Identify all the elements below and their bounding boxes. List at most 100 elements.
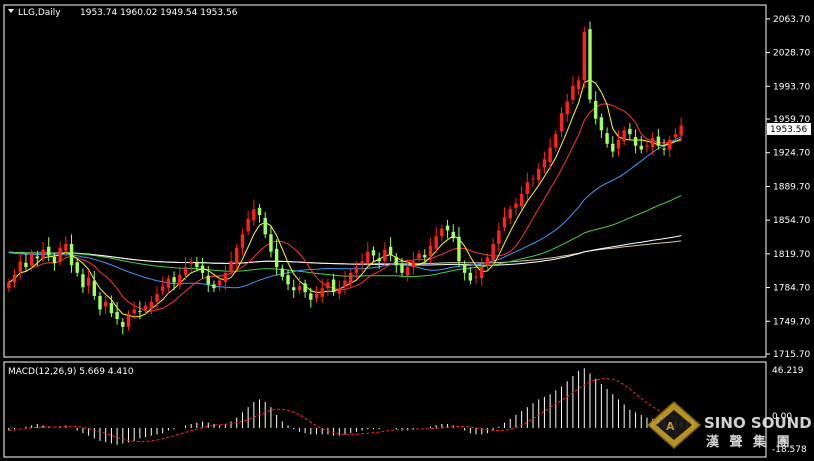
candle-body bbox=[462, 264, 467, 273]
macd-plot-area[interactable] bbox=[3, 361, 767, 458]
price-tick-label: 1749.70 bbox=[773, 317, 810, 327]
price-axis: 2063.70 2028.70 1993.70 1959.70 1924.70 1889.… bbox=[766, 15, 810, 360]
candle-body bbox=[109, 303, 114, 314]
candle-body bbox=[286, 275, 290, 285]
candle-body bbox=[588, 29, 592, 100]
candle-body bbox=[229, 261, 233, 272]
price-tick-label: 1715.70 bbox=[773, 350, 810, 360]
candle-body bbox=[565, 101, 569, 115]
candle-body bbox=[451, 231, 455, 239]
candle-body bbox=[428, 245, 433, 256]
watermark-brand: SINO SOUND bbox=[704, 414, 812, 432]
candle-body bbox=[98, 295, 102, 310]
candle-body bbox=[377, 258, 381, 262]
candle-body bbox=[18, 261, 22, 272]
candle-body bbox=[417, 253, 421, 259]
candle-body bbox=[24, 262, 28, 268]
candle-body bbox=[86, 277, 91, 286]
macd-indicator-label: MACD(12,26,9) 5.669 4.410 bbox=[8, 367, 134, 377]
ma-30-line bbox=[8, 136, 682, 289]
triangle-down-icon[interactable] bbox=[8, 9, 14, 13]
candle-body bbox=[405, 267, 410, 276]
macd-top-value: 46.219 bbox=[772, 366, 804, 376]
candle-body bbox=[348, 272, 353, 284]
price-tick-label: 1784.70 bbox=[773, 284, 810, 294]
candle-body bbox=[502, 216, 507, 228]
candle-body bbox=[331, 279, 336, 293]
candle-body bbox=[548, 147, 552, 163]
sino-sound-logo: A SINO SOUND 漢 聲 集 團 bbox=[646, 400, 812, 450]
candle-body bbox=[217, 280, 222, 286]
candle-body bbox=[41, 249, 45, 259]
candle-body bbox=[582, 32, 587, 81]
candle-body bbox=[235, 247, 239, 265]
candle-body bbox=[115, 311, 119, 320]
candle-body bbox=[576, 80, 581, 89]
candle-body bbox=[206, 275, 210, 285]
candle-body bbox=[480, 267, 484, 279]
macd-signal-line bbox=[8, 378, 693, 443]
candle-body bbox=[394, 256, 398, 266]
price-tick-label: 1959.70 bbox=[773, 115, 810, 125]
candle-body bbox=[434, 236, 438, 249]
candle-body bbox=[58, 247, 62, 262]
candle-body bbox=[297, 286, 302, 291]
candle-body bbox=[320, 288, 324, 297]
candle-body bbox=[52, 256, 57, 264]
price-tick-label: 1924.70 bbox=[773, 149, 810, 159]
price-tick-label: 2063.70 bbox=[773, 15, 810, 25]
candle-body bbox=[554, 134, 558, 148]
macd-bottom-value: -18.578 bbox=[772, 445, 807, 455]
candle-body bbox=[457, 236, 461, 262]
candle-body bbox=[593, 100, 598, 119]
candle-body bbox=[212, 284, 216, 289]
candle-body bbox=[126, 316, 131, 327]
candle-body bbox=[223, 272, 228, 282]
current-price-box bbox=[767, 123, 811, 135]
candle-body bbox=[269, 234, 273, 252]
candle-body bbox=[35, 256, 40, 259]
candle-body bbox=[47, 246, 51, 256]
candle-body bbox=[326, 282, 330, 289]
candle-body bbox=[491, 243, 495, 261]
candle-body bbox=[400, 263, 404, 273]
candle-body bbox=[314, 294, 319, 299]
candle-body bbox=[274, 248, 279, 268]
candle-body bbox=[92, 280, 97, 296]
candle-body bbox=[474, 276, 478, 278]
candle-body bbox=[668, 139, 672, 150]
candle-body bbox=[263, 217, 267, 235]
candle-body bbox=[673, 134, 678, 138]
candle-body bbox=[81, 274, 85, 288]
price-tick-label: 2028.70 bbox=[773, 49, 810, 59]
price-tick-label: 1819.70 bbox=[773, 250, 810, 260]
candle-body bbox=[155, 294, 159, 302]
main-plot-area[interactable] bbox=[3, 4, 767, 358]
candle-body bbox=[103, 301, 108, 307]
candle-body bbox=[160, 286, 165, 292]
candle-body bbox=[468, 272, 473, 281]
candle-body bbox=[639, 145, 643, 150]
candle-body bbox=[337, 288, 342, 294]
candle-body bbox=[411, 261, 416, 268]
svg-text:A: A bbox=[666, 420, 675, 433]
candle-body bbox=[303, 283, 307, 293]
candle-body bbox=[616, 139, 621, 149]
candle-body bbox=[519, 193, 524, 207]
candle-body bbox=[309, 293, 313, 300]
candle-body bbox=[64, 243, 68, 251]
candle-body bbox=[343, 280, 347, 287]
candle-body bbox=[121, 321, 125, 327]
candle-body bbox=[388, 246, 393, 256]
candle-body bbox=[537, 168, 541, 180]
candle-body bbox=[559, 112, 564, 132]
candle-body bbox=[75, 262, 79, 273]
candle-body bbox=[246, 218, 250, 232]
candle-body bbox=[200, 265, 205, 273]
candle-body bbox=[178, 274, 182, 286]
candle-body bbox=[423, 255, 427, 258]
current-price-label: 1953.56 bbox=[770, 125, 807, 135]
candle-body bbox=[29, 253, 34, 266]
candle-body bbox=[531, 178, 535, 180]
